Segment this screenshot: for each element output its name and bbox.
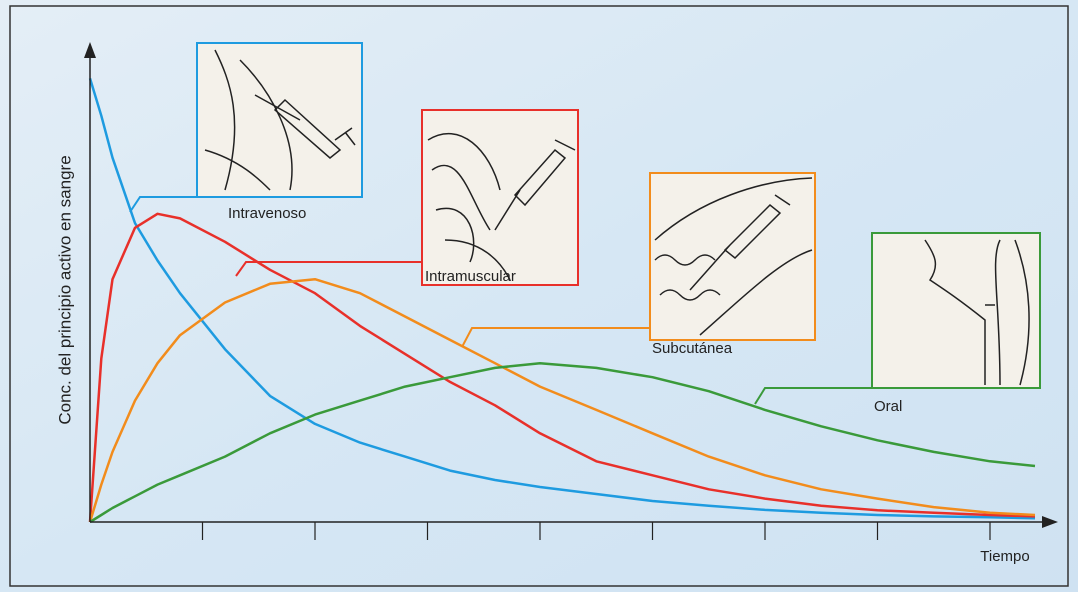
illustration-iv: [197, 43, 362, 197]
series-label: Subcutánea: [652, 340, 733, 357]
illustration-oral: [872, 233, 1040, 388]
chart: Conc. del principio activo en sangre Tie…: [0, 0, 1078, 592]
series-label: Intravenoso: [228, 205, 306, 222]
illustration-sc: [650, 173, 815, 340]
y-axis-label: Conc. del principio activo en sangre: [55, 155, 74, 424]
illustration-im: [422, 110, 578, 285]
series-label: Oral: [874, 398, 902, 415]
series-label: Intramuscular: [425, 268, 516, 285]
page: {"chart_data": { "type": "line", "y_labe…: [0, 0, 1078, 592]
x-axis-label: Tiempo: [980, 548, 1029, 565]
